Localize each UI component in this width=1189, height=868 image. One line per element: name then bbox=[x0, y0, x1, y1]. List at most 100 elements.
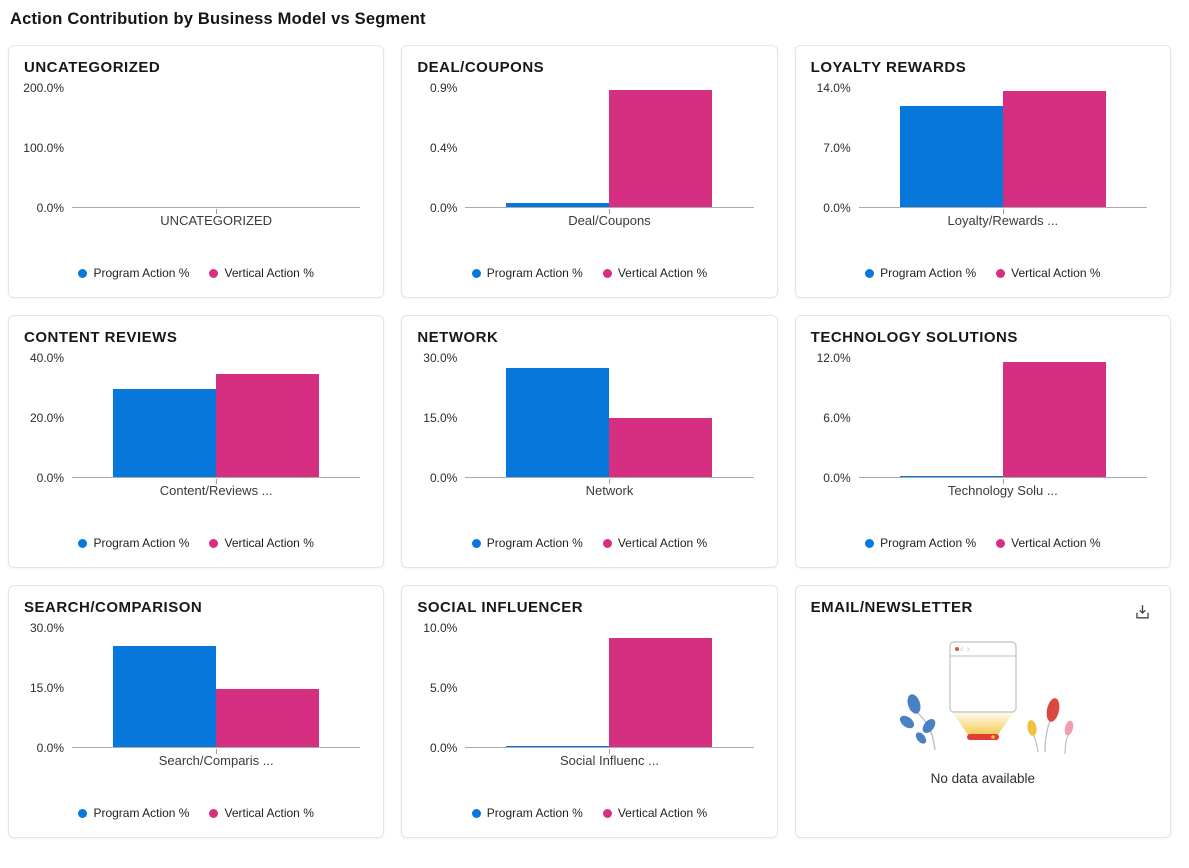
empty-chart-card: EMAIL/NEWSLETTER bbox=[794, 585, 1171, 838]
vertical-legend-dot-icon bbox=[602, 808, 612, 818]
no-data-message: No data available bbox=[930, 771, 1035, 786]
x-axis-tick bbox=[1002, 208, 1004, 214]
legend-item-vertical[interactable]: Vertical Action % bbox=[209, 806, 314, 820]
plot-column: Loyalty/Rewards ... bbox=[858, 88, 1147, 228]
program-action-bar[interactable] bbox=[899, 105, 1003, 207]
program-action-bar[interactable] bbox=[899, 476, 1003, 477]
legend-item-program[interactable]: Program Action % bbox=[78, 266, 189, 280]
legend-label: Vertical Action % bbox=[224, 536, 314, 550]
program-legend-dot-icon bbox=[471, 808, 481, 818]
download-icon bbox=[1135, 604, 1149, 619]
plot-column: Deal/Coupons bbox=[465, 88, 754, 228]
legend-label: Program Action % bbox=[880, 266, 977, 280]
legend-item-program[interactable]: Program Action % bbox=[471, 806, 583, 820]
chart-legend: Program Action % Vertical Action % bbox=[9, 536, 383, 550]
vertical-action-bar[interactable] bbox=[609, 417, 713, 477]
legend-label: Vertical Action % bbox=[617, 266, 708, 280]
legend-item-vertical[interactable]: Vertical Action % bbox=[209, 266, 314, 280]
plot-area bbox=[72, 628, 361, 754]
program-action-bar[interactable] bbox=[506, 746, 610, 747]
chart-legend: Program Action % Vertical Action % bbox=[796, 266, 1170, 280]
y-tick-label: 0.9% bbox=[429, 81, 458, 95]
x-axis-label: Technology Solu ... bbox=[947, 483, 1058, 498]
plot-area bbox=[858, 88, 1147, 214]
legend-item-vertical[interactable]: Vertical Action % bbox=[996, 266, 1101, 280]
legend-item-program[interactable]: Program Action % bbox=[865, 536, 976, 550]
program-legend-dot-icon bbox=[78, 538, 88, 548]
vertical-action-bar[interactable] bbox=[216, 689, 320, 747]
legend-label: Vertical Action % bbox=[617, 806, 708, 820]
download-button[interactable] bbox=[1129, 599, 1155, 623]
card-header: EMAIL/NEWSLETTER bbox=[811, 599, 1155, 623]
program-action-bar[interactable] bbox=[113, 645, 217, 747]
bar-chart: 200.0% 100.0% 0.0% UNCATEGORIZED bbox=[23, 81, 368, 228]
vertical-legend-dot-icon bbox=[209, 808, 219, 818]
y-axis: 30.0% 15.0% 0.0% bbox=[417, 351, 465, 485]
legend-item-vertical[interactable]: Vertical Action % bbox=[602, 266, 708, 280]
legend-label: Program Action % bbox=[880, 536, 977, 550]
card-header: NETWORK bbox=[417, 329, 761, 346]
x-axis-label: Network bbox=[585, 483, 634, 498]
plot-column: Content/Reviews ... bbox=[72, 358, 361, 498]
legend-item-vertical[interactable]: Vertical Action % bbox=[209, 536, 314, 550]
y-tick-label: 0.0% bbox=[36, 741, 64, 755]
y-axis: 10.0% 5.0% 0.0% bbox=[417, 621, 465, 755]
vertical-action-bar[interactable] bbox=[216, 373, 320, 477]
legend-label: Program Action % bbox=[486, 806, 583, 820]
y-tick-label: 15.0% bbox=[29, 681, 64, 695]
x-axis-tick bbox=[609, 748, 611, 754]
vertical-action-bar[interactable] bbox=[609, 637, 713, 747]
program-action-bar[interactable] bbox=[506, 203, 610, 207]
y-axis: 12.0% 6.0% 0.0% bbox=[811, 351, 859, 485]
legend-item-program[interactable]: Program Action % bbox=[865, 266, 976, 280]
legend-item-program[interactable]: Program Action % bbox=[471, 536, 583, 550]
plot-area bbox=[72, 88, 361, 214]
card-header: CONTENT REVIEWS bbox=[24, 329, 368, 346]
legend-label: Program Action % bbox=[93, 266, 190, 280]
card-title: DEAL/COUPONS bbox=[417, 59, 545, 76]
vertical-legend-dot-icon bbox=[602, 268, 612, 278]
y-tick-label: 30.0% bbox=[29, 621, 64, 635]
chart-legend: Program Action % Vertical Action % bbox=[9, 806, 383, 820]
legend-label: Vertical Action % bbox=[224, 266, 314, 280]
chart-card: CONTENT REVIEWS 40.0% 20.0% 0.0% Content… bbox=[8, 315, 385, 568]
vertical-action-bar[interactable] bbox=[1002, 362, 1106, 477]
legend-label: Vertical Action % bbox=[1011, 266, 1101, 280]
chart-legend: Program Action % Vertical Action % bbox=[402, 536, 776, 550]
y-tick-label: 30.0% bbox=[423, 351, 458, 365]
vertical-action-bar[interactable] bbox=[1002, 91, 1106, 207]
program-action-bar[interactable] bbox=[506, 367, 610, 477]
legend-item-vertical[interactable]: Vertical Action % bbox=[996, 536, 1101, 550]
legend-item-vertical[interactable]: Vertical Action % bbox=[602, 536, 707, 550]
chart-card: NETWORK 30.0% 15.0% 0.0% Network bbox=[401, 315, 778, 568]
y-tick-label: 0.0% bbox=[429, 741, 458, 755]
y-tick-label: 0.0% bbox=[36, 201, 64, 215]
vertical-action-bar[interactable] bbox=[609, 89, 713, 207]
x-axis-tick bbox=[216, 748, 218, 754]
plot-column: Social Influenc ... bbox=[465, 628, 754, 768]
legend-item-program[interactable]: Program Action % bbox=[471, 266, 583, 280]
y-tick-label: 20.0% bbox=[29, 411, 64, 425]
program-action-bar[interactable] bbox=[113, 388, 217, 477]
card-title: UNCATEGORIZED bbox=[24, 59, 161, 76]
legend-label: Program Action % bbox=[93, 806, 190, 820]
card-header: UNCATEGORIZED bbox=[24, 59, 368, 76]
bar-group bbox=[899, 88, 1106, 207]
program-legend-dot-icon bbox=[865, 268, 875, 278]
chart-card: TECHNOLOGY SOLUTIONS 12.0% 6.0% 0.0% Tec… bbox=[794, 315, 1171, 568]
x-axis-label: Deal/Coupons bbox=[568, 213, 651, 228]
plot-area bbox=[465, 358, 754, 484]
legend-item-program[interactable]: Program Action % bbox=[78, 536, 189, 550]
y-axis: 0.9% 0.4% 0.0% bbox=[417, 81, 465, 215]
legend-item-vertical[interactable]: Vertical Action % bbox=[602, 806, 708, 820]
y-axis: 30.0% 15.0% 0.0% bbox=[24, 621, 72, 755]
y-tick-label: 10.0% bbox=[423, 621, 458, 635]
legend-item-program[interactable]: Program Action % bbox=[78, 806, 189, 820]
program-legend-dot-icon bbox=[78, 268, 88, 278]
y-tick-label: 7.0% bbox=[823, 141, 851, 155]
card-title: NETWORK bbox=[417, 329, 499, 346]
plot-area bbox=[72, 358, 361, 484]
bar-group bbox=[506, 88, 713, 207]
bar-chart: 12.0% 6.0% 0.0% Technology Solu ... bbox=[811, 351, 1155, 498]
card-title: EMAIL/NEWSLETTER bbox=[810, 599, 973, 616]
